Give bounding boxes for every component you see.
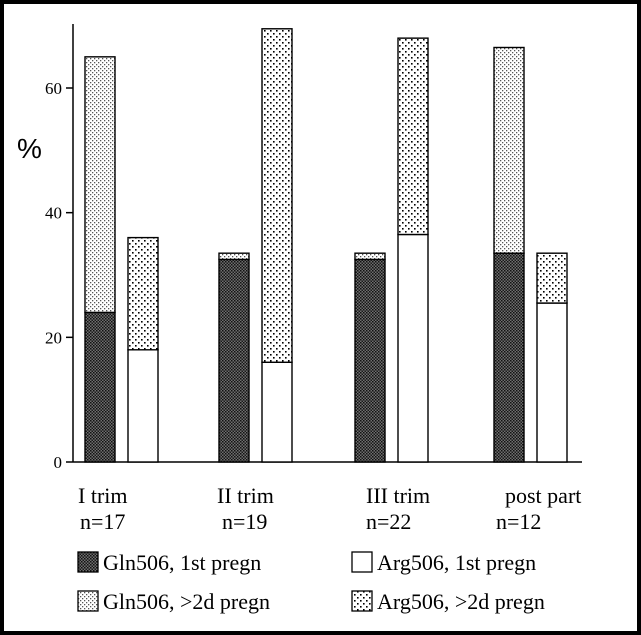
y-tick-label: 60 (45, 79, 62, 98)
bar-segment (85, 312, 115, 462)
legend: Gln506, 1st pregn Arg506, 1st pregn Gln506… (78, 550, 545, 614)
bar-segment (494, 47, 524, 253)
legend-label: Arg506, 1st pregn (377, 550, 536, 575)
bar-segment (262, 362, 292, 462)
legend-label: Gln506, >2d pregn (103, 589, 270, 614)
category-count: n=12 (496, 509, 541, 534)
bar-segment (128, 350, 158, 462)
category-label: III trim (366, 483, 430, 508)
bars (85, 29, 567, 462)
category-count: n=17 (80, 509, 125, 534)
legend-swatch (352, 552, 372, 572)
bar-segment (219, 259, 249, 462)
legend-swatch (78, 591, 98, 611)
y-tick-label: 0 (54, 453, 63, 472)
legend-label: Gln506, 1st pregn (103, 550, 261, 575)
bar-segment (494, 253, 524, 462)
legend-label: Arg506, >2d pregn (377, 589, 545, 614)
y-axis-label: % (17, 133, 42, 164)
legend-swatch (78, 552, 98, 572)
bar-segment (355, 259, 385, 462)
bar-segment (128, 238, 158, 350)
category-label: post part (505, 483, 581, 508)
bar-segment (355, 253, 385, 259)
category-label: II trim (217, 483, 274, 508)
category-count: n=22 (366, 509, 411, 534)
bar-segment (219, 253, 249, 259)
bar-segment (537, 253, 567, 303)
bar-segment (398, 234, 428, 462)
category-count: n=19 (222, 509, 267, 534)
bar-segment (262, 29, 292, 362)
legend-swatch (352, 591, 372, 611)
category-label: I trim (78, 483, 128, 508)
y-tick-label: 20 (45, 328, 62, 347)
bar-segment (85, 57, 115, 313)
bar-segment (537, 303, 567, 462)
y-tick-label: 40 (45, 204, 62, 223)
bar-segment (398, 38, 428, 234)
